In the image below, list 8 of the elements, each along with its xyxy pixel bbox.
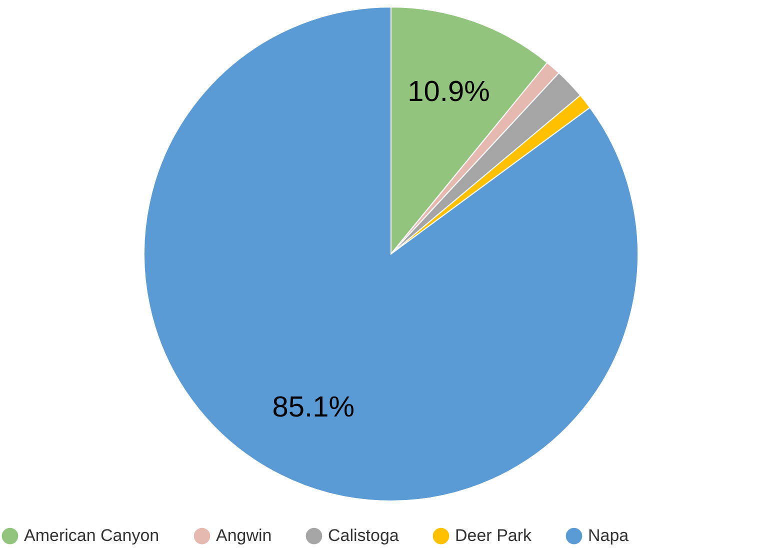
legend-label: Angwin: [216, 526, 272, 546]
legend-label: Deer Park: [455, 526, 532, 546]
legend-label: Napa: [588, 526, 630, 546]
data-label: 85.1%: [272, 392, 355, 424]
pie-slice: [144, 6, 638, 502]
data-label: 10.9%: [408, 76, 490, 108]
legend-label: Calistoga: [328, 526, 400, 546]
legend-label: American Canyon: [24, 526, 160, 546]
